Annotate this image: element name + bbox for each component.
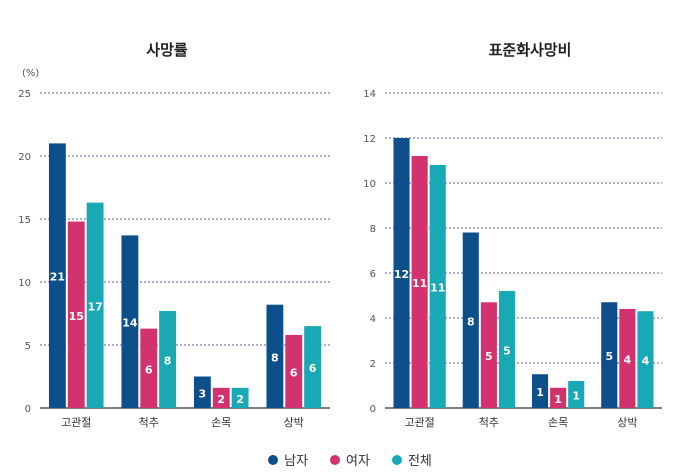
smr-y-tick-label: 4: [370, 314, 376, 325]
mortality-bar-value-label: 21: [50, 271, 65, 284]
smr-x-tick-label: 고관절: [404, 416, 434, 429]
smr-y-tick-label: 14: [363, 89, 376, 100]
mortality-bar-total: [231, 387, 249, 408]
mortality-bar-value-label: 15: [69, 310, 84, 323]
mortality-x-tick-label: 고관절: [61, 416, 91, 429]
smr-y-tick-label: 8: [370, 224, 376, 235]
mortality-y-tick-label: 25: [18, 89, 31, 100]
mortality-x-tick-label: 척추: [139, 416, 159, 429]
mortality-bar-total: [159, 310, 177, 408]
smr-bar-total: [429, 165, 446, 408]
mortality-y-tick-label: 0: [25, 404, 31, 415]
mortality-bar-value-label: 2: [236, 393, 244, 406]
smr-y-tick-label: 12: [363, 134, 376, 145]
mortality-bar-male: [193, 376, 211, 408]
mortality-y-axis-label: (%): [22, 68, 39, 79]
smr-bar-female: [619, 309, 636, 408]
mortality-bar-value-label: 8: [271, 351, 279, 364]
mortality-bar-value-label: 6: [145, 363, 153, 376]
smr-bar-value-label: 1: [536, 386, 544, 399]
mortality-bar-female: [285, 334, 303, 408]
mortality-bar-male: [266, 304, 284, 408]
legend-item-total: 전체: [391, 450, 432, 469]
mortality-y-tick-label: 15: [18, 215, 31, 226]
smr-bar-total: [568, 381, 585, 408]
smr-bar-value-label: 5: [605, 350, 613, 363]
legend-dot-total: [391, 454, 402, 465]
mortality-chart-title: 사망률: [146, 41, 188, 59]
smr-y-tick-label: 2: [370, 359, 376, 370]
mortality-bar-male: [121, 235, 139, 408]
smr-bar-value-label: 4: [624, 354, 632, 367]
mortality-bar-value-label: 17: [87, 300, 102, 313]
legend: 남자 여자 전체: [0, 450, 700, 469]
smr-bar-male: [531, 374, 549, 408]
smr-x-tick-label: 상박: [617, 416, 637, 429]
smr-bar-value-label: 5: [503, 345, 511, 358]
smr-bar-value-label: 1: [572, 390, 580, 403]
legend-label-total: 전체: [407, 454, 432, 469]
legend-item-male: 남자: [268, 450, 308, 469]
smr-bar-value-label: 8: [467, 315, 475, 328]
smr-y-tick-label: 0: [370, 404, 376, 415]
mortality-y-tick-label: 10: [18, 278, 31, 289]
smr-bar-value-label: 4: [642, 355, 650, 368]
mortality-bar-total: [86, 202, 104, 408]
smr-bar-female: [480, 302, 497, 408]
smr-bar-male: [601, 302, 618, 408]
smr-bar-value-label: 12: [394, 268, 409, 281]
mortality-x-tick-label: 손목: [211, 416, 231, 429]
smr-bar-value-label: 11: [412, 277, 427, 290]
smr-bar-total: [637, 311, 654, 408]
smr-bar-value-label: 11: [430, 282, 445, 295]
smr-bar-male: [393, 138, 410, 408]
smr-bar-value-label: 1: [554, 393, 562, 406]
legend-dot-male: [268, 454, 279, 465]
mortality-x-tick-label: 상박: [284, 416, 304, 429]
mortality-bar-value-label: 6: [309, 362, 317, 375]
mortality-bar-value-label: 2: [217, 393, 225, 406]
legend-label-female: 여자: [346, 454, 370, 469]
mortality-bar-value-label: 3: [199, 387, 207, 400]
mortality-bar-female: [212, 387, 230, 408]
mortality-bar-value-label: 6: [290, 366, 298, 379]
smr-chart-title: 표준화사망비: [489, 41, 572, 59]
smr-bar-value-label: 5: [485, 350, 493, 363]
smr-y-tick-label: 6: [370, 269, 376, 280]
smr-x-tick-label: 척추: [479, 416, 499, 429]
mortality-y-tick-label: 20: [18, 152, 31, 163]
smr-y-tick-label: 10: [363, 179, 376, 190]
mortality-y-tick-label: 5: [25, 341, 31, 352]
smr-x-tick-label: 손목: [548, 416, 568, 429]
legend-item-female: 여자: [330, 450, 370, 469]
mortality-bar-value-label: 8: [164, 354, 172, 367]
smr-bar-total: [498, 291, 516, 408]
mortality-bar-male: [48, 143, 66, 408]
mortality-bar-value-label: 14: [122, 317, 138, 330]
mortality-bar-total: [304, 326, 322, 408]
smr-bar-female: [411, 156, 428, 408]
mortality-bar-female: [140, 328, 158, 408]
legend-label-male: 남자: [284, 454, 309, 469]
mortality-bar-female: [67, 221, 85, 408]
smr-bar-female: [550, 387, 567, 408]
legend-dot-female: [330, 454, 341, 465]
smr-bar-male: [462, 232, 479, 408]
